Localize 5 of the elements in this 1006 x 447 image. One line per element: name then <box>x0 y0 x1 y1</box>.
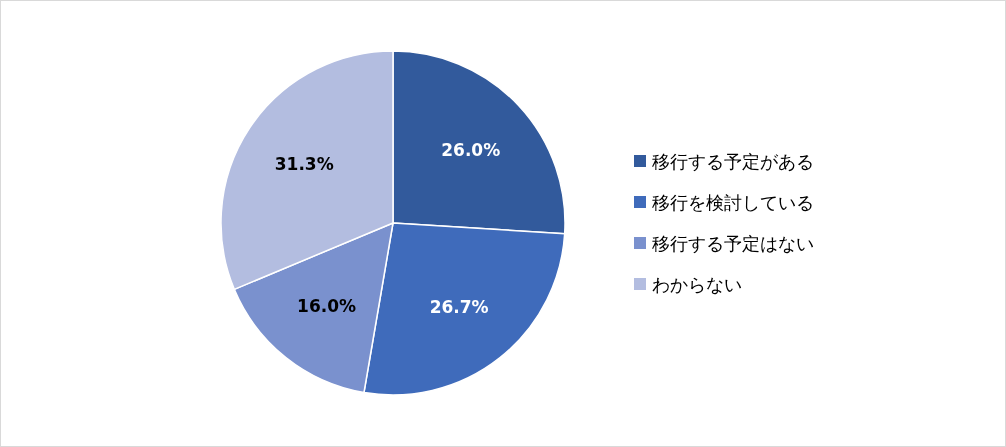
legend-label: わからない <box>652 274 742 295</box>
data-label: 26.7% <box>429 296 489 317</box>
data-label: 16.0% <box>297 296 357 317</box>
data-label: 26.0% <box>441 140 501 160</box>
data-label: 31.3% <box>274 153 334 174</box>
